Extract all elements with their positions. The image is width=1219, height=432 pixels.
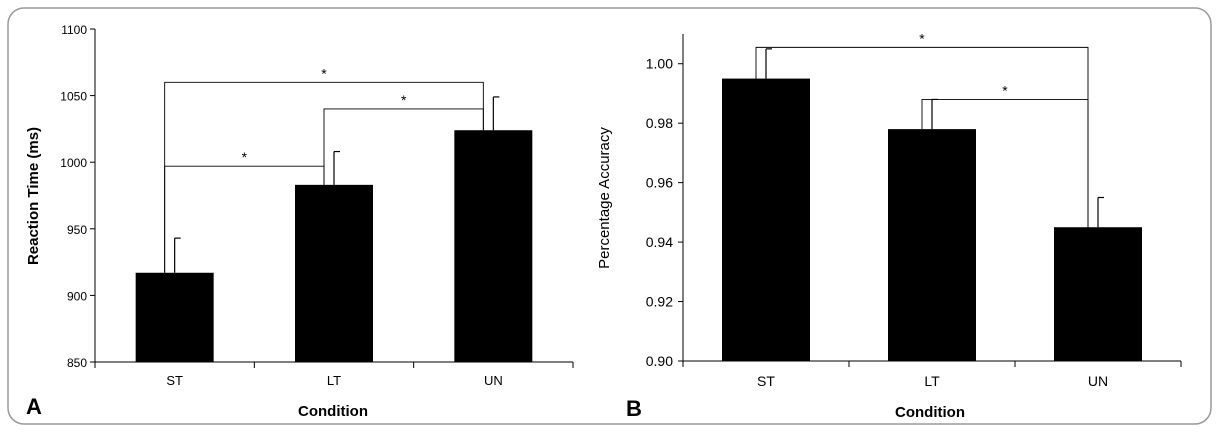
panel-b-significance-star: * [1002,82,1008,98]
panel-b-category-label: ST [757,373,775,389]
panel-a-bar [454,130,533,362]
panel-b-bar [888,129,976,361]
panel-a-chart: 850 900 950 1000 1050 1100 ST LT UN * * * A Condit… [25,23,574,420]
panel-b-bar [1054,227,1142,361]
panel-b-x-axis-title: Condition [895,404,965,421]
panel-a-y-tick-label: 1100 [61,23,87,37]
panel-a-y-tick-label: 1050 [60,90,87,104]
panel-a-significance-bracket [164,81,484,273]
panel-a-y-tick-label: 850 [67,356,87,370]
panel-a-significance-star: * [401,92,407,108]
panel-b-y-axis-title: Percentage Accuracy [596,127,613,269]
panel-b-y-tick-label: 0.98 [646,115,673,131]
panel-a-category-label: UN [484,373,503,388]
panel-a-x-axis-title: Condition [298,403,368,420]
panel-a-bar [295,184,373,362]
panel-b-significance-star: * [919,30,925,46]
panel-b-y-tick-label: 0.90 [646,353,673,369]
panel-b-bar [722,78,810,361]
panel-a-bar [135,272,214,362]
panel-b-y-tick-label: 1.00 [646,56,673,72]
panel-a-label: A [26,394,42,419]
panel-b-y-tick-label: 0.92 [646,294,673,310]
panel-b-y-tick-label: 0.96 [646,175,673,191]
panel-a-y-tick-label: 900 [67,289,87,303]
panel-a-significance-star: * [321,65,327,81]
panel-a-significance-star: * [242,149,248,165]
panel-a-y-axis-title: Reaction Time (ms) [25,127,42,265]
panel-a-y-tick-label: 1000 [60,156,87,170]
panel-a-y-tick-label: 950 [67,223,87,237]
panel-b-y-tick-label: 0.94 [646,234,673,250]
panel-b-chart: 0.90 0.92 0.94 0.96 0.98 1.00 ST LT UN * * B Cond… [596,30,1182,421]
panel-b-category-label: LT [924,373,940,389]
panel-b-label: B [626,396,642,421]
panel-a-category-label: ST [166,373,183,388]
panel-a-category-label: LT [327,373,341,388]
panel-b-category-label: UN [1088,373,1108,389]
panel-b-significance-bracket [755,46,1089,228]
